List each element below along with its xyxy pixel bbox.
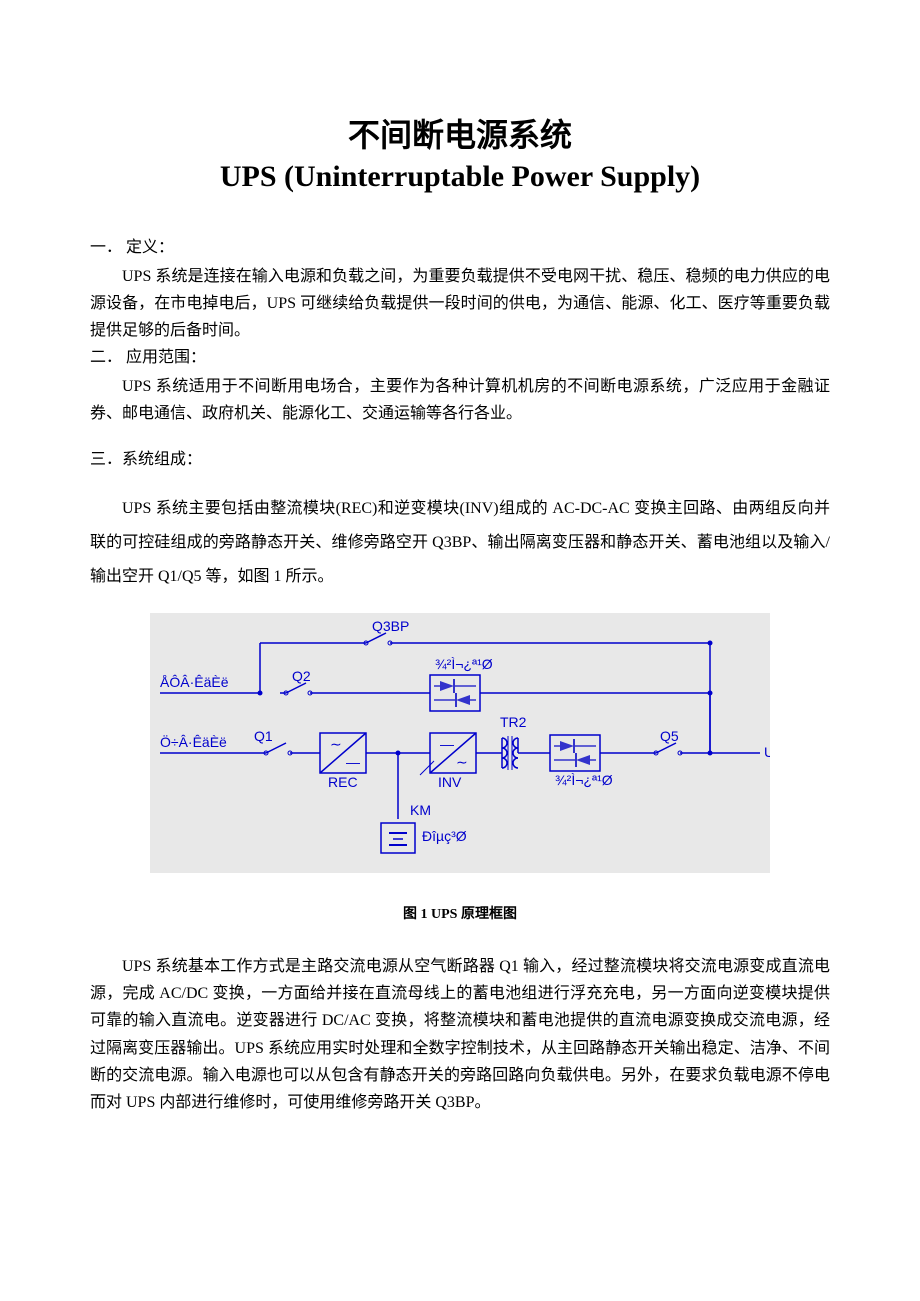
- section2-body: UPS 系统适用于不间断用电场合，主要作为各种计算机机房的不间断电源系统，广泛应…: [90, 373, 830, 427]
- title-cn: 不间断电源系统: [90, 110, 830, 156]
- figure-1: ÅÔÂ·ÊäÈëÖ÷Â·ÊäÈëQ3BPQ2¾²Ì¬¿ª¹ØQ1∼—RECKMÐ…: [90, 613, 830, 873]
- svg-text:ÅÔÂ·ÊäÈë: ÅÔÂ·ÊäÈë: [160, 674, 229, 690]
- svg-text:UPSÊä³ö: UPSÊä³ö: [764, 744, 770, 760]
- svg-text:—: —: [440, 736, 454, 752]
- svg-text:∼: ∼: [330, 736, 342, 752]
- svg-text:Q2: Q2: [292, 668, 311, 684]
- svg-text:TR2: TR2: [500, 714, 527, 730]
- svg-text:KM: KM: [410, 802, 431, 818]
- section3-heading: 三．系统组成：: [90, 446, 830, 475]
- svg-text:—: —: [346, 754, 360, 770]
- svg-text:REC: REC: [328, 774, 358, 790]
- svg-text:Q1: Q1: [254, 728, 273, 744]
- section3-body2: UPS 系统基本工作方式是主路交流电源从空气断路器 Q1 输入，经过整流模块将交…: [90, 953, 830, 1116]
- ups-block-diagram: ÅÔÂ·ÊäÈëÖ÷Â·ÊäÈëQ3BPQ2¾²Ì¬¿ª¹ØQ1∼—RECKMÐ…: [150, 613, 770, 873]
- section2-heading: 二． 应用范围：: [90, 344, 830, 373]
- section1-heading: 一． 定义：: [90, 234, 830, 263]
- svg-text:Ö÷Â·ÊäÈë: Ö÷Â·ÊäÈë: [160, 733, 227, 750]
- figure-1-caption: 图 1 UPS 原理框图: [90, 903, 830, 923]
- svg-text:∼: ∼: [456, 754, 468, 770]
- svg-text:¾²Ì¬¿ª¹Ø: ¾²Ì¬¿ª¹Ø: [555, 772, 613, 788]
- svg-text:INV: INV: [438, 774, 462, 790]
- section3-body1: UPS 系统主要包括由整流模块(REC)和逆变模块(INV)组成的 AC-DC-…: [90, 492, 830, 593]
- svg-text:Ðîµç³Ø: Ðîµç³Ø: [422, 828, 467, 844]
- title-en: UPS (Uninterruptable Power Supply): [90, 160, 830, 194]
- section1-body: UPS 系统是连接在输入电源和负载之间，为重要负载提供不受电网干扰、稳压、稳频的…: [90, 263, 830, 345]
- svg-text:Q5: Q5: [660, 728, 679, 744]
- svg-text:Q3BP: Q3BP: [372, 618, 409, 634]
- svg-text:¾²Ì¬¿ª¹Ø: ¾²Ì¬¿ª¹Ø: [435, 656, 493, 672]
